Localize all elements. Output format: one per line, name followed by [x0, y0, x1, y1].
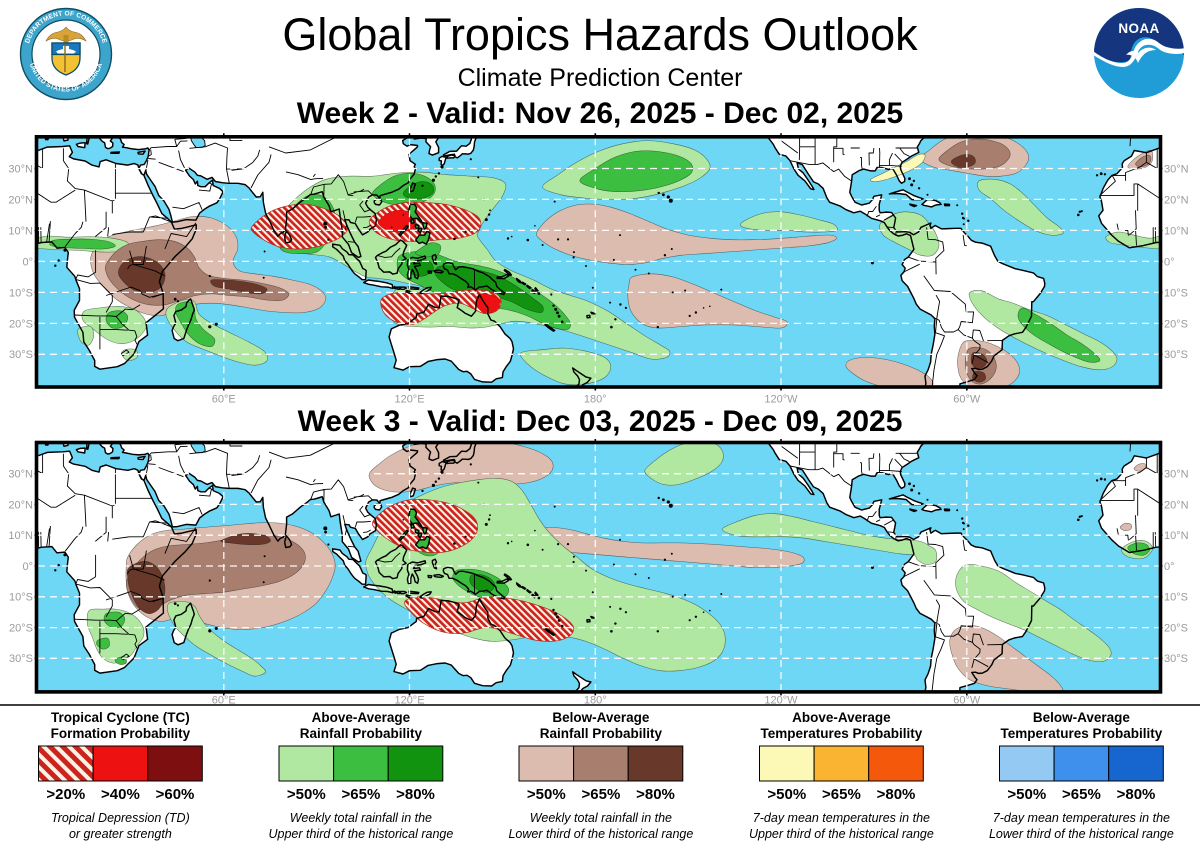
- svg-text:10°S: 10°S: [9, 592, 33, 604]
- svg-text:Below-Average: Below-Average: [552, 710, 650, 725]
- svg-text:>50%: >50%: [1007, 786, 1046, 803]
- svg-text:>80%: >80%: [396, 786, 435, 803]
- svg-text:120°W: 120°W: [764, 394, 798, 406]
- svg-text:Temperatures Probability: Temperatures Probability: [761, 726, 923, 741]
- svg-text:10°N: 10°N: [8, 225, 33, 237]
- svg-text:10°N: 10°N: [1164, 530, 1189, 542]
- svg-text:120°E: 120°E: [394, 394, 424, 406]
- svg-text:20°S: 20°S: [1164, 623, 1188, 635]
- svg-text:Lower third of the historical: Lower third of the historical range: [508, 827, 693, 841]
- svg-text:20°N: 20°N: [1164, 194, 1189, 206]
- svg-text:Weekly total rainfall in the: Weekly total rainfall in the: [530, 811, 672, 825]
- svg-text:Above-Average: Above-Average: [312, 710, 411, 725]
- svg-text:Tropical Cyclone (TC): Tropical Cyclone (TC): [51, 710, 190, 725]
- svg-text:Formation Probability: Formation Probability: [51, 726, 191, 741]
- svg-text:>65%: >65%: [822, 786, 861, 803]
- svg-text:10°N: 10°N: [1164, 225, 1189, 237]
- svg-text:60°W: 60°W: [953, 694, 981, 706]
- svg-text:>40%: >40%: [101, 786, 140, 803]
- svg-text:30°N: 30°N: [1164, 469, 1189, 481]
- svg-text:10°S: 10°S: [1164, 592, 1188, 604]
- svg-text:0°: 0°: [1164, 256, 1175, 268]
- svg-text:10°N: 10°N: [8, 530, 33, 542]
- svg-text:30°N: 30°N: [8, 469, 33, 481]
- svg-text:30°S: 30°S: [1164, 653, 1188, 665]
- svg-text:30°N: 30°N: [8, 163, 33, 175]
- svg-text:Below-Average: Below-Average: [1033, 710, 1131, 725]
- svg-text:20°S: 20°S: [9, 318, 33, 330]
- svg-text:20°N: 20°N: [8, 194, 33, 206]
- svg-text:>65%: >65%: [1062, 786, 1101, 803]
- svg-text:7-day mean temperatures in the: 7-day mean temperatures in the: [753, 811, 930, 825]
- svg-text:Upper third of the historical: Upper third of the historical range: [268, 827, 453, 841]
- svg-text:60°W: 60°W: [953, 394, 981, 406]
- svg-text:Tropical Depression (TD): Tropical Depression (TD): [51, 811, 190, 825]
- svg-text:30°S: 30°S: [9, 349, 33, 361]
- svg-text:>65%: >65%: [342, 786, 381, 803]
- svg-text:>80%: >80%: [636, 786, 675, 803]
- svg-text:Temperatures Probability: Temperatures Probability: [1001, 726, 1163, 741]
- svg-text:>60%: >60%: [156, 786, 195, 803]
- svg-text:>80%: >80%: [1117, 786, 1156, 803]
- svg-text:10°S: 10°S: [9, 287, 33, 299]
- svg-text:>80%: >80%: [877, 786, 916, 803]
- svg-text:>50%: >50%: [767, 786, 806, 803]
- svg-text:Lower third of the historical: Lower third of the historical range: [989, 827, 1174, 841]
- svg-text:>65%: >65%: [582, 786, 621, 803]
- svg-text:60°E: 60°E: [212, 694, 236, 706]
- svg-text:180°: 180°: [584, 394, 607, 406]
- svg-text:120°E: 120°E: [394, 694, 424, 706]
- svg-text:120°W: 120°W: [764, 694, 798, 706]
- svg-text:Above-Average: Above-Average: [792, 710, 891, 725]
- svg-text:>50%: >50%: [287, 786, 326, 803]
- svg-text:20°N: 20°N: [8, 499, 33, 511]
- svg-text:Upper third of the historical: Upper third of the historical range: [749, 827, 934, 841]
- svg-text:Weekly total rainfall in the: Weekly total rainfall in the: [290, 811, 432, 825]
- svg-text:0°: 0°: [22, 561, 33, 573]
- svg-text:20°S: 20°S: [9, 623, 33, 635]
- svg-text:30°N: 30°N: [1164, 163, 1189, 175]
- svg-text:180°: 180°: [584, 694, 607, 706]
- svg-text:NOAA: NOAA: [1118, 21, 1159, 36]
- svg-text:0°: 0°: [1164, 561, 1175, 573]
- svg-text:20°N: 20°N: [1164, 499, 1189, 511]
- svg-text:7-day mean temperatures in the: 7-day mean temperatures in the: [993, 811, 1170, 825]
- svg-text:>50%: >50%: [527, 786, 566, 803]
- svg-text:20°S: 20°S: [1164, 318, 1188, 330]
- svg-text:60°E: 60°E: [212, 394, 236, 406]
- svg-text:10°S: 10°S: [1164, 287, 1188, 299]
- svg-text:>20%: >20%: [46, 786, 85, 803]
- svg-text:30°S: 30°S: [9, 653, 33, 665]
- svg-text:30°S: 30°S: [1164, 349, 1188, 361]
- svg-text:or greater strength: or greater strength: [69, 827, 172, 841]
- svg-text:Rainfall Probability: Rainfall Probability: [300, 726, 423, 741]
- svg-text:Rainfall Probability: Rainfall Probability: [540, 726, 663, 741]
- svg-text:0°: 0°: [22, 256, 33, 268]
